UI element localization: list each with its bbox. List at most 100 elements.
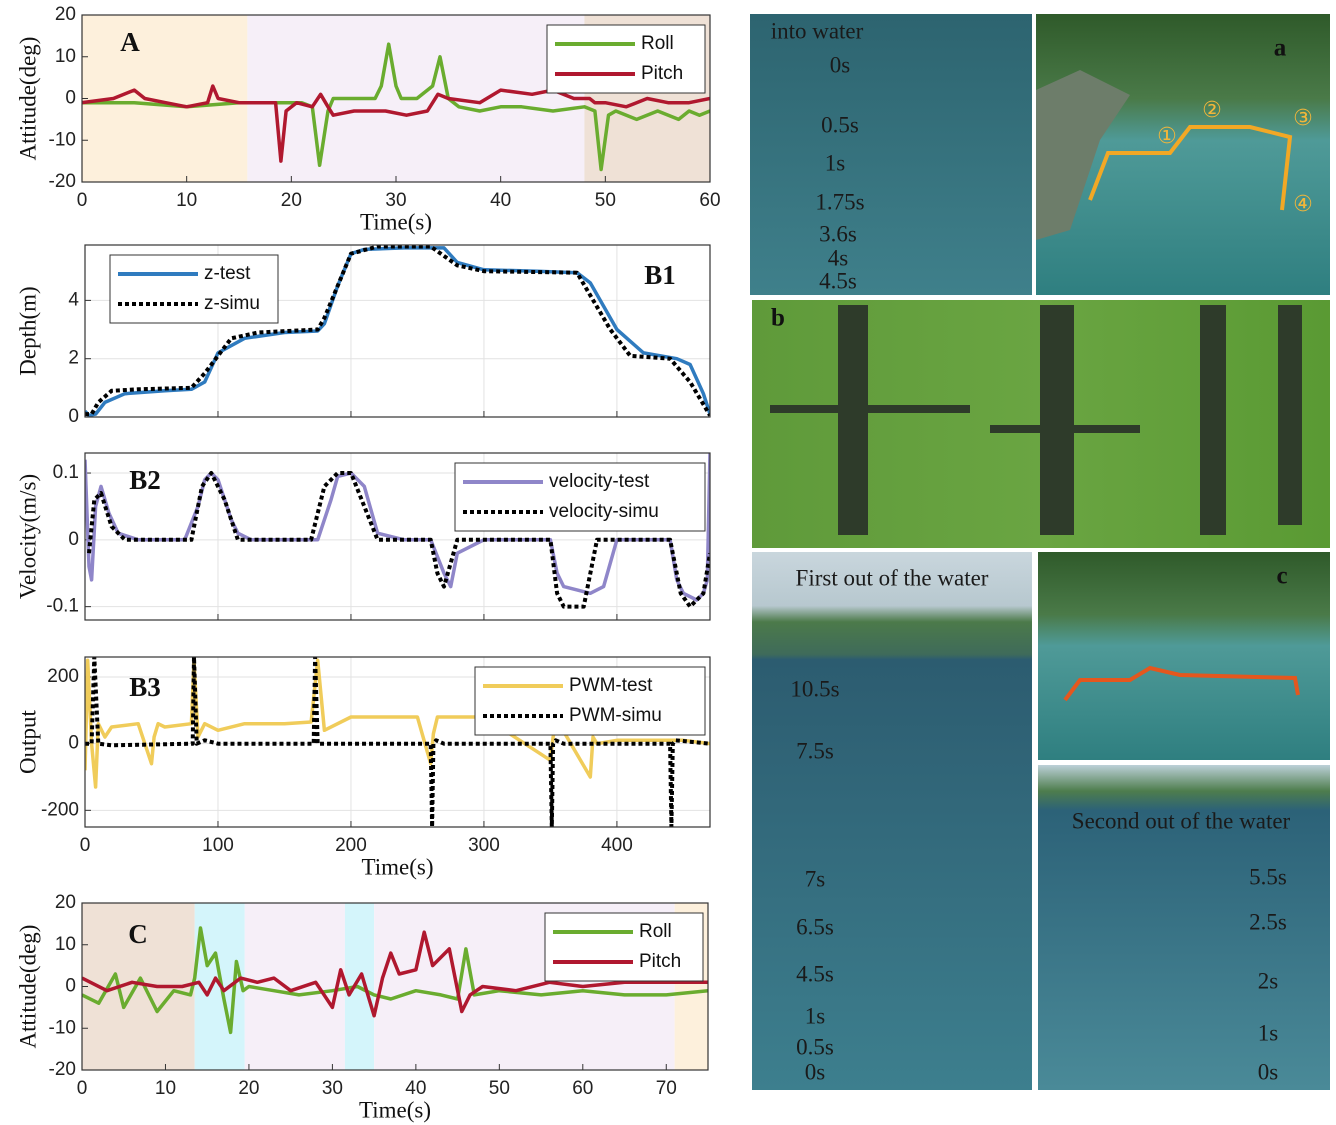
y-tick-label: 200 xyxy=(47,666,79,687)
x-tick-label: 10 xyxy=(155,1078,176,1099)
photo-label: 2s xyxy=(1258,968,1279,993)
photo-label: First out of the water xyxy=(796,565,989,590)
photo-panels xyxy=(750,14,1330,1090)
legend-label: PWM-simu xyxy=(569,705,662,726)
legend-label: Roll xyxy=(641,33,674,54)
y-tick-label: 0.1 xyxy=(53,462,79,483)
photo-label: ① xyxy=(1157,124,1177,149)
chart: 0102030405060-20-1001020RollPitchTime(s)… xyxy=(15,4,720,234)
y-tick-label: 0 xyxy=(68,733,79,754)
y-axis-label: Attitude(deg) xyxy=(15,925,40,1049)
y-tick-label: -20 xyxy=(49,1059,76,1080)
photo-label: 0s xyxy=(805,1059,826,1084)
photo-label: 2.5s xyxy=(1249,909,1287,934)
photo-into-water xyxy=(750,14,1032,295)
photo-label: 1.75s xyxy=(815,189,864,214)
legend-label: z-test xyxy=(204,263,251,284)
y-tick-label: 10 xyxy=(55,934,76,955)
y-tick-label: 20 xyxy=(55,892,76,913)
x-tick-label: 30 xyxy=(385,190,406,211)
x-tick-label: 50 xyxy=(595,190,616,211)
photo-label: 3.6s xyxy=(819,221,857,246)
photo-label: 4.5s xyxy=(796,961,834,986)
y-axis-label: Output xyxy=(15,709,40,774)
photo-label: 4s xyxy=(828,245,849,270)
photo-label: 1s xyxy=(825,150,846,175)
page: {"chart_data":[ {"type":"line","annotati… xyxy=(0,0,1336,1125)
x-tick-label: 40 xyxy=(405,1078,426,1099)
legend-label: velocity-test xyxy=(549,471,650,492)
y-tick-label: -200 xyxy=(41,799,79,820)
x-tick-label: 20 xyxy=(238,1078,259,1099)
panel-label: C xyxy=(128,919,148,949)
photo-label: 1s xyxy=(805,1003,826,1028)
x-tick-label: 40 xyxy=(490,190,511,211)
x-tick-label: 0 xyxy=(77,1078,88,1099)
y-tick-label: 0 xyxy=(65,976,76,997)
x-tick-label: 400 xyxy=(601,835,633,856)
y-tick-label: 4 xyxy=(68,289,79,310)
photo-label: c xyxy=(1276,563,1287,590)
photo-label: 5.5s xyxy=(1249,864,1287,889)
panel-label: B3 xyxy=(129,672,161,702)
chart: -0.1 0 0.1 velocity-test velocity-simu Veloci… xyxy=(15,453,710,620)
figure: 0102030405060-20-1001020RollPitchTime(s)… xyxy=(0,0,1336,1125)
x-tick-label: 10 xyxy=(176,190,197,211)
photo-label: Second out of the water xyxy=(1072,808,1291,833)
y-tick-label: 2 xyxy=(68,348,79,369)
y-axis-label: Depth(m) xyxy=(15,286,40,375)
legend-label: velocity-simu xyxy=(549,501,659,522)
panel-label: B2 xyxy=(129,465,161,495)
y-tick-label: -10 xyxy=(49,1017,76,1038)
photo-label: 10.5s xyxy=(790,676,839,701)
photo-label: ③ xyxy=(1293,106,1313,131)
panel-label: B1 xyxy=(644,260,676,290)
legend-label: PWM-test xyxy=(569,675,653,696)
legend-label: z-simu xyxy=(204,293,260,314)
legend-label: Roll xyxy=(639,921,672,942)
y-tick-label: 0 xyxy=(68,406,79,427)
y-axis-label: Attitude(deg) xyxy=(15,37,40,161)
photo-label: 0.5s xyxy=(821,112,859,137)
y-tick-label: -0.1 xyxy=(46,596,79,617)
x-tick-label: 20 xyxy=(281,190,302,211)
x-tick-label: 0 xyxy=(77,190,88,211)
photo-label: 6.5s xyxy=(796,914,834,939)
x-tick-label: 60 xyxy=(572,1078,593,1099)
x-axis-label: Time(s) xyxy=(359,1097,431,1122)
x-tick-label: 70 xyxy=(656,1078,677,1099)
photo-label: b xyxy=(771,305,785,332)
chart: 0 10 20 30 40 50 60 70 -20 -10 0 10 20 Roll Pitch Time(… xyxy=(15,892,708,1122)
y-tick-label: -10 xyxy=(49,129,76,150)
x-tick-label: 0 xyxy=(80,835,91,856)
x-tick-label: 200 xyxy=(335,835,367,856)
y-tick-label: 0 xyxy=(68,529,79,550)
y-axis-label: Velocity(m/s) xyxy=(15,474,40,599)
phase-span xyxy=(245,903,345,1070)
x-tick-label: 100 xyxy=(202,835,234,856)
x-tick-label: 50 xyxy=(489,1078,510,1099)
y-tick-label: 20 xyxy=(55,4,76,25)
photo-label: 0.5s xyxy=(796,1034,834,1059)
photo-label: ④ xyxy=(1293,192,1313,217)
y-tick-label: 0 xyxy=(65,88,76,109)
x-tick-label: 60 xyxy=(699,190,720,211)
photo-label: ② xyxy=(1202,98,1222,123)
x-tick-label: 300 xyxy=(468,835,500,856)
legend-label: Pitch xyxy=(639,951,681,972)
x-tick-label: 30 xyxy=(322,1078,343,1099)
photo-label: 1s xyxy=(1258,1020,1279,1045)
y-tick-label: -20 xyxy=(49,171,76,192)
panel-label: A xyxy=(120,27,140,57)
photo-label: 7s xyxy=(805,866,826,891)
chart: 0 2 4 z-test z-simu Depth(m) B1 xyxy=(15,245,710,427)
photo-label: 7.5s xyxy=(796,738,834,763)
photo-label: 0s xyxy=(830,52,851,77)
photo-first-out xyxy=(752,552,1032,1090)
photo-label: a xyxy=(1274,35,1287,62)
x-axis-label: Time(s) xyxy=(362,854,434,879)
y-tick-label: 10 xyxy=(55,46,76,67)
legend-label: Pitch xyxy=(641,63,683,84)
photo-label: into water xyxy=(771,18,864,43)
